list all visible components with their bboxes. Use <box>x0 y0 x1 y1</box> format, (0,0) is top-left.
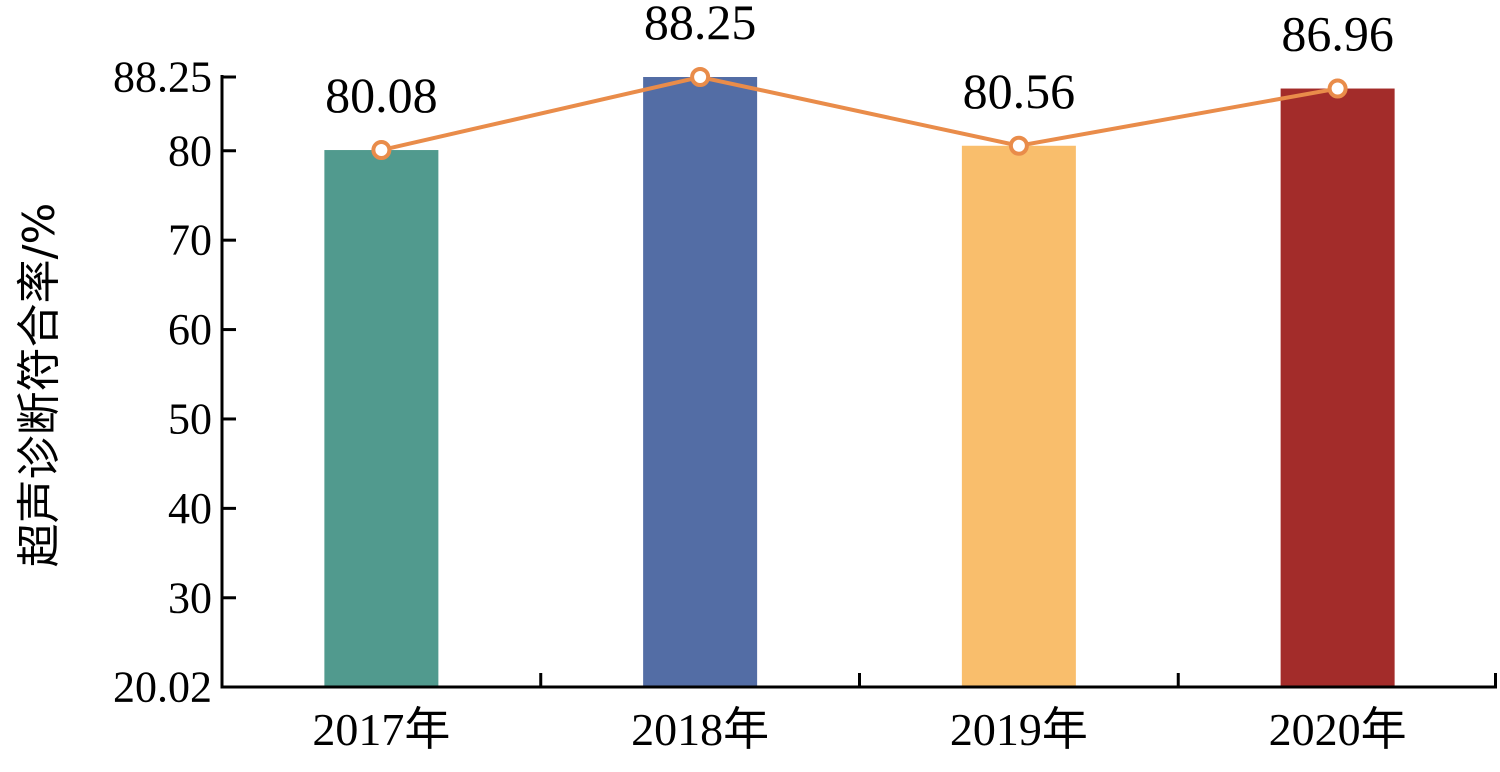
y-tick-label: 70 <box>168 216 212 265</box>
y-tick-label: 20.02 <box>113 663 212 712</box>
x-tick-label: 2018年 <box>631 704 769 755</box>
line-point <box>1327 78 1348 99</box>
y-axis: 20.02 30 40 50 60 70 80 88.25 <box>113 53 236 712</box>
y-axis-label: 超声诊断符合率/% <box>14 203 65 568</box>
x-tick-label: 2019年 <box>950 704 1088 755</box>
x-axis: 2017年 2018年 2019年 2020年 <box>220 673 1497 755</box>
x-tick-label: 2017年 <box>312 704 450 755</box>
bars <box>324 77 1395 686</box>
y-tick-label: 88.25 <box>113 53 212 102</box>
data-label: 86.96 <box>1281 6 1394 62</box>
line-series <box>371 67 1348 161</box>
bar <box>961 145 1076 686</box>
line-point <box>371 140 392 161</box>
x-tick-label: 2020年 <box>1269 704 1407 755</box>
line-point <box>690 67 711 87</box>
data-labels: 80.08 88.25 80.56 86.96 <box>325 0 1394 123</box>
bar <box>643 77 758 686</box>
bar <box>1280 88 1395 686</box>
data-label: 80.08 <box>325 67 438 123</box>
data-label: 88.25 <box>644 0 757 50</box>
y-tick-label: 40 <box>168 484 212 533</box>
data-label: 80.56 <box>963 63 1076 119</box>
y-tick-label: 60 <box>168 305 212 354</box>
y-tick-label: 30 <box>168 573 212 622</box>
bar <box>324 150 439 686</box>
y-tick-label: 80 <box>168 126 212 175</box>
y-tick-label: 50 <box>168 394 212 443</box>
line-path <box>380 74 1338 152</box>
line-point <box>1008 135 1029 156</box>
